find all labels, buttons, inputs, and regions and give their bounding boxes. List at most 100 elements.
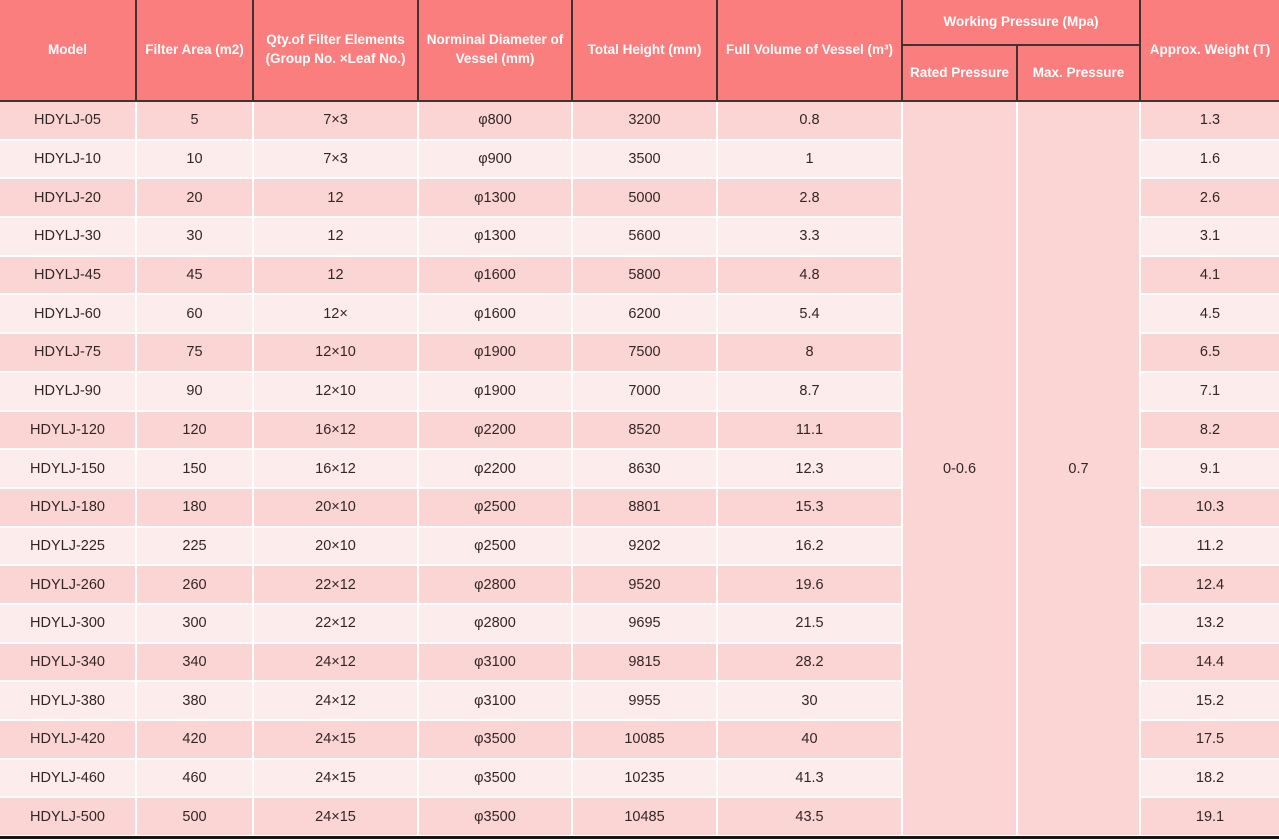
cell-model: HDYLJ-05 bbox=[0, 100, 137, 141]
cell-approx-weight: 11.2 bbox=[1139, 525, 1279, 567]
cell-total-height: 5800 bbox=[571, 254, 718, 296]
bottom-border-bar bbox=[0, 836, 1279, 839]
header-cell-qty-filter-elements: Qty.of Filter Elements (Group No. ×Leaf … bbox=[252, 0, 419, 102]
cell-model: HDYLJ-380 bbox=[0, 680, 137, 721]
cell-nominal-diameter: φ3500 bbox=[417, 757, 573, 799]
cell-full-volume: 5.4 bbox=[716, 293, 903, 335]
cell-qty-filter-elements: 7×3 bbox=[252, 100, 419, 141]
cell-total-height: 10085 bbox=[571, 719, 718, 760]
cell-approx-weight: 1.6 bbox=[1139, 138, 1279, 180]
table-row: HDYLJ-10 10 7×3 φ900 3500 1 1.6 bbox=[0, 138, 1279, 180]
cell-rated-pressure: 0-0.6 bbox=[901, 99, 1018, 838]
cell-approx-weight: 13.2 bbox=[1139, 602, 1279, 644]
cell-approx-weight: 9.1 bbox=[1139, 448, 1279, 489]
cell-model: HDYLJ-30 bbox=[0, 216, 137, 257]
cell-total-height: 6200 bbox=[571, 293, 718, 335]
cell-filter-area: 300 bbox=[135, 602, 254, 644]
cell-qty-filter-elements: 20×10 bbox=[252, 525, 419, 567]
header-cell-full-volume: Full Volume of Vessel (m³) bbox=[716, 0, 903, 102]
cell-total-height: 8630 bbox=[571, 448, 718, 489]
cell-qty-filter-elements: 12×10 bbox=[252, 332, 419, 373]
cell-total-height: 9520 bbox=[571, 564, 718, 605]
table-row: HDYLJ-300 300 22×12 φ2800 9695 21.5 13.2 bbox=[0, 602, 1279, 644]
cell-full-volume: 40 bbox=[716, 719, 903, 760]
cell-model: HDYLJ-180 bbox=[0, 486, 137, 528]
cell-qty-filter-elements: 12×10 bbox=[252, 370, 419, 412]
cell-full-volume: 3.3 bbox=[716, 216, 903, 257]
cell-approx-weight: 3.1 bbox=[1139, 216, 1279, 257]
cell-approx-weight: 17.5 bbox=[1139, 719, 1279, 760]
cell-full-volume: 0.8 bbox=[716, 100, 903, 141]
table-row: HDYLJ-260 260 22×12 φ2800 9520 19.6 12.4 bbox=[0, 564, 1279, 605]
cell-qty-filter-elements: 12× bbox=[252, 293, 419, 335]
cell-approx-weight: 6.5 bbox=[1139, 332, 1279, 373]
cell-filter-area: 420 bbox=[135, 719, 254, 760]
cell-model: HDYLJ-225 bbox=[0, 525, 137, 567]
cell-qty-filter-elements: 24×15 bbox=[252, 796, 419, 838]
cell-full-volume: 4.8 bbox=[716, 254, 903, 296]
cell-approx-weight: 14.4 bbox=[1139, 641, 1279, 683]
cell-full-volume: 28.2 bbox=[716, 641, 903, 683]
cell-nominal-diameter: φ1600 bbox=[417, 254, 573, 296]
cell-qty-filter-elements: 24×12 bbox=[252, 680, 419, 721]
cell-filter-area: 20 bbox=[135, 177, 254, 219]
cell-total-height: 5000 bbox=[571, 177, 718, 219]
table-row: HDYLJ-380 380 24×12 φ3100 9955 30 15.2 bbox=[0, 680, 1279, 721]
cell-filter-area: 460 bbox=[135, 757, 254, 799]
header-cell-approx-weight: Approx. Weight (T) bbox=[1139, 0, 1279, 102]
cell-model: HDYLJ-45 bbox=[0, 254, 137, 296]
cell-total-height: 9695 bbox=[571, 602, 718, 644]
cell-nominal-diameter: φ2200 bbox=[417, 448, 573, 489]
cell-qty-filter-elements: 12 bbox=[252, 177, 419, 219]
cell-nominal-diameter: φ1300 bbox=[417, 216, 573, 257]
cell-full-volume: 19.6 bbox=[716, 564, 903, 605]
table-row: HDYLJ-225 225 20×10 φ2500 9202 16.2 11.2 bbox=[0, 525, 1279, 567]
cell-qty-filter-elements: 12 bbox=[252, 254, 419, 296]
cell-nominal-diameter: φ800 bbox=[417, 100, 573, 141]
cell-total-height: 3200 bbox=[571, 100, 718, 141]
cell-total-height: 7500 bbox=[571, 332, 718, 373]
table-row: HDYLJ-60 60 12× φ1600 6200 5.4 4.5 bbox=[0, 293, 1279, 335]
cell-qty-filter-elements: 22×12 bbox=[252, 602, 419, 644]
cell-approx-weight: 12.4 bbox=[1139, 564, 1279, 605]
cell-filter-area: 340 bbox=[135, 641, 254, 683]
cell-full-volume: 16.2 bbox=[716, 525, 903, 567]
cell-total-height: 8520 bbox=[571, 409, 718, 451]
cell-qty-filter-elements: 22×12 bbox=[252, 564, 419, 605]
cell-total-height: 5600 bbox=[571, 216, 718, 257]
cell-nominal-diameter: φ2200 bbox=[417, 409, 573, 451]
cell-approx-weight: 19.1 bbox=[1139, 796, 1279, 838]
cell-total-height: 9202 bbox=[571, 525, 718, 567]
table-header: Model Filter Area (m2) Qty.of Filter Ele… bbox=[0, 0, 1279, 102]
cell-full-volume: 2.8 bbox=[716, 177, 903, 219]
cell-nominal-diameter: φ1300 bbox=[417, 177, 573, 219]
cell-model: HDYLJ-420 bbox=[0, 719, 137, 760]
cell-full-volume: 15.3 bbox=[716, 486, 903, 528]
cell-filter-area: 380 bbox=[135, 680, 254, 721]
cell-full-volume: 1 bbox=[716, 138, 903, 180]
cell-full-volume: 21.5 bbox=[716, 602, 903, 644]
cell-nominal-diameter: φ3500 bbox=[417, 719, 573, 760]
cell-nominal-diameter: φ2800 bbox=[417, 602, 573, 644]
cell-nominal-diameter: φ1600 bbox=[417, 293, 573, 335]
table-row: HDYLJ-340 340 24×12 φ3100 9815 28.2 14.4 bbox=[0, 641, 1279, 683]
header-cell-max-pressure: Max. Pressure bbox=[1015, 44, 1141, 102]
cell-filter-area: 500 bbox=[135, 796, 254, 838]
cell-filter-area: 225 bbox=[135, 525, 254, 567]
cell-full-volume: 8.7 bbox=[716, 370, 903, 412]
table-row: HDYLJ-75 75 12×10 φ1900 7500 8 6.5 bbox=[0, 332, 1279, 373]
cell-qty-filter-elements: 24×15 bbox=[252, 757, 419, 799]
cell-full-volume: 11.1 bbox=[716, 409, 903, 451]
cell-qty-filter-elements: 20×10 bbox=[252, 486, 419, 528]
cell-qty-filter-elements: 16×12 bbox=[252, 409, 419, 451]
cell-model: HDYLJ-460 bbox=[0, 757, 137, 799]
table-row: HDYLJ-90 90 12×10 φ1900 7000 8.7 7.1 bbox=[0, 370, 1279, 412]
cell-nominal-diameter: φ2500 bbox=[417, 525, 573, 567]
cell-model: HDYLJ-260 bbox=[0, 564, 137, 605]
cell-filter-area: 75 bbox=[135, 332, 254, 373]
cell-full-volume: 8 bbox=[716, 332, 903, 373]
table-row: HDYLJ-30 30 12 φ1300 5600 3.3 3.1 bbox=[0, 216, 1279, 257]
cell-model: HDYLJ-90 bbox=[0, 370, 137, 412]
cell-approx-weight: 18.2 bbox=[1139, 757, 1279, 799]
